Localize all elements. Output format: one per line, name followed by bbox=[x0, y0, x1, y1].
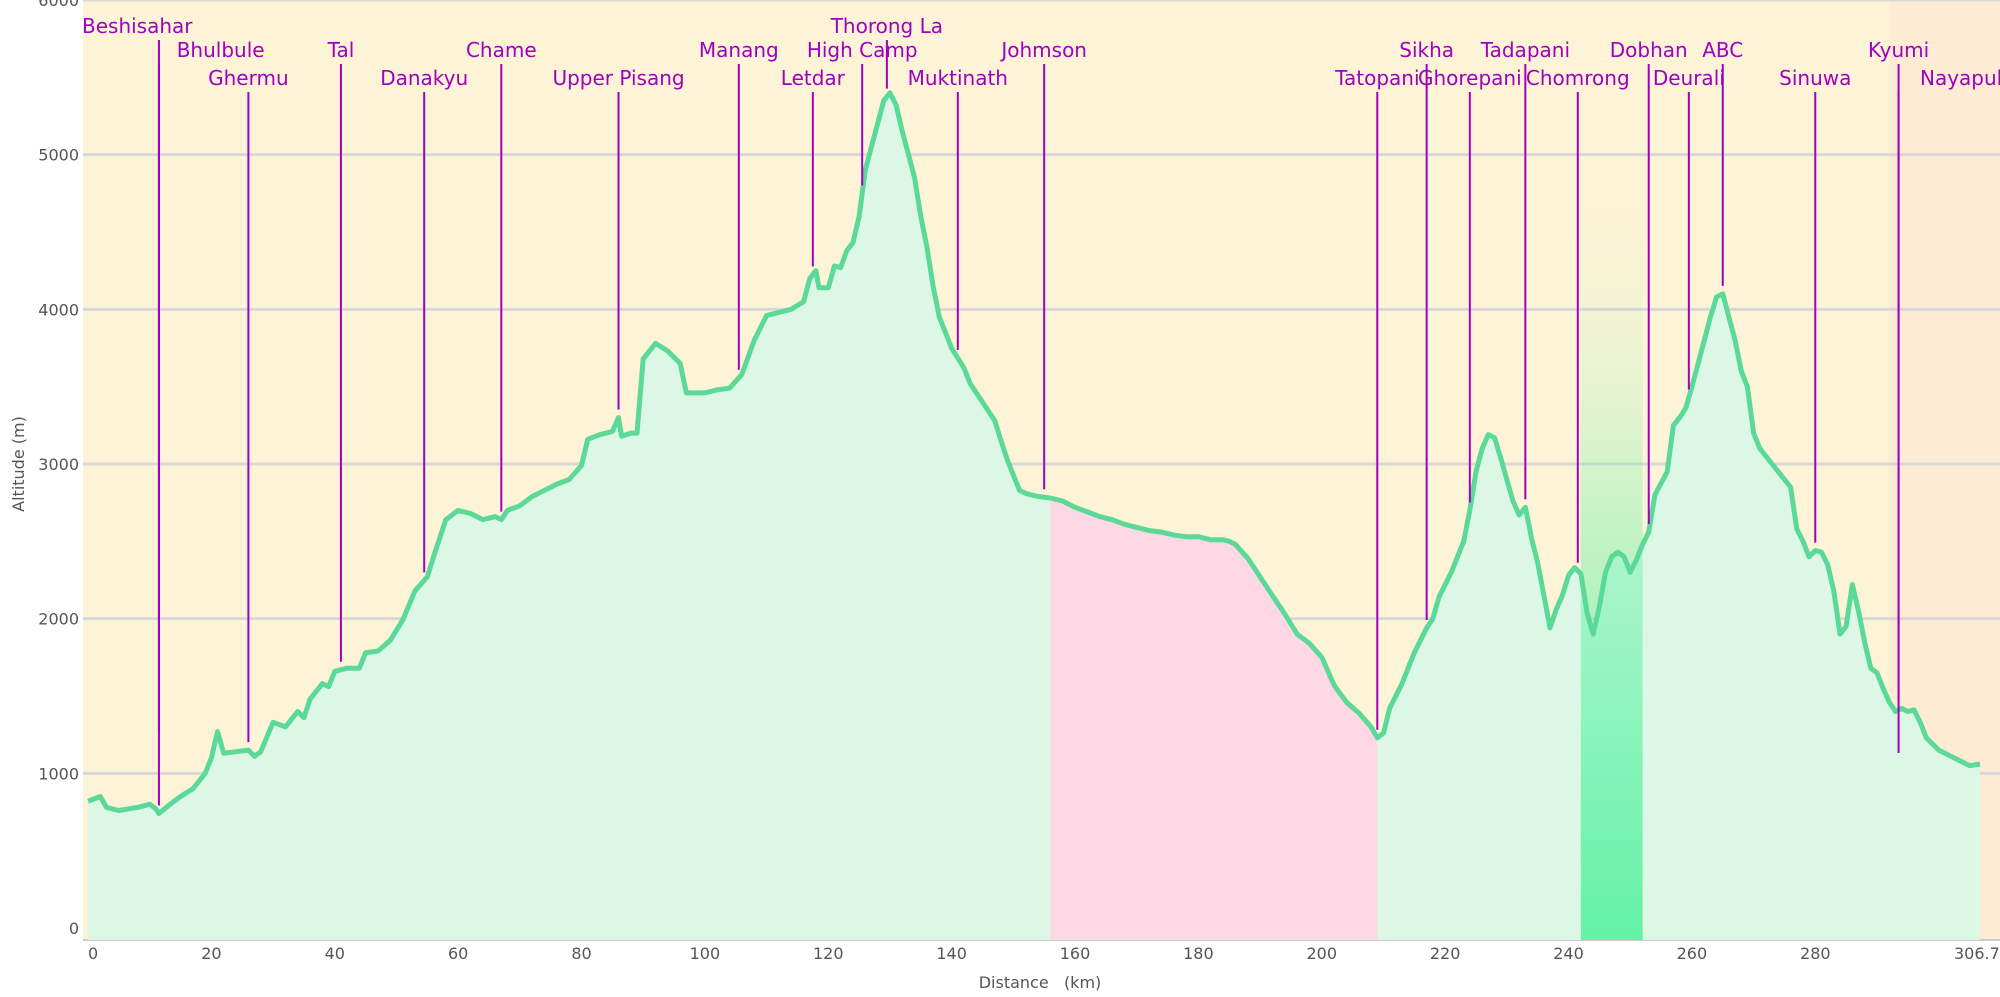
x-tick-label: 140 bbox=[936, 944, 967, 963]
annotation-label: Sinuwa bbox=[1779, 66, 1851, 90]
green-band bbox=[1580, 210, 1643, 940]
x-tick-label: 60 bbox=[448, 944, 468, 963]
y-tick-label: 0 bbox=[69, 919, 79, 938]
pink-band bbox=[1050, 498, 1378, 940]
x-tick-label: 306.7 bbox=[1954, 944, 2000, 963]
annotation-label: Upper Pisang bbox=[552, 66, 684, 90]
annotation-label: Chame bbox=[466, 38, 537, 62]
y-tick-label: 5000 bbox=[38, 146, 79, 165]
annotation-label: Thorong La bbox=[830, 14, 943, 38]
x-tick-label: 0 bbox=[88, 944, 98, 963]
annotation-label: Tal bbox=[327, 38, 355, 62]
annotation-label: Tatopani bbox=[1334, 66, 1419, 90]
annotation-label: Johmson bbox=[999, 38, 1087, 62]
annotation-label: Danakyu bbox=[380, 66, 468, 90]
y-tick-label: 6000 bbox=[38, 0, 79, 10]
annotation-label: Kyumi bbox=[1868, 38, 1929, 62]
annotation-label: Muktinath bbox=[908, 66, 1008, 90]
annotation-label: Sikha bbox=[1399, 38, 1454, 62]
x-tick-label: 220 bbox=[1430, 944, 1461, 963]
y-tick-label: 1000 bbox=[38, 764, 79, 783]
x-tick-label: 120 bbox=[813, 944, 844, 963]
annotation-label: ABC bbox=[1702, 38, 1743, 62]
annotation-label: Chomrong bbox=[1526, 66, 1630, 90]
x-tick-label: 280 bbox=[1800, 944, 1831, 963]
y-tick-label: 4000 bbox=[38, 300, 79, 319]
x-axis-ticks: 0 20 40 60 80 100 120 140 160 180 200 220 240 260 280 3… bbox=[88, 944, 2000, 963]
x-tick-label: 80 bbox=[571, 944, 591, 963]
x-tick-label: 260 bbox=[1677, 944, 1708, 963]
annotation-label: Beshisahar bbox=[82, 14, 193, 38]
annotation-label: Bhulbule bbox=[177, 38, 265, 62]
x-tick-label: 160 bbox=[1060, 944, 1091, 963]
x-axis-title: Distance (km) bbox=[979, 973, 1102, 992]
annotation-label: Ghorepani bbox=[1418, 66, 1522, 90]
x-tick-label: 100 bbox=[690, 944, 721, 963]
annotation-label: Tadapani bbox=[1480, 38, 1570, 62]
y-axis-title: Altitude (m) bbox=[9, 416, 28, 512]
x-tick-label: 20 bbox=[201, 944, 221, 963]
y-axis-ticks: 0 1000 2000 3000 4000 5000 6000 bbox=[38, 0, 79, 938]
elevation-line bbox=[87, 90, 1981, 816]
annotation-label: Manang bbox=[699, 38, 779, 62]
elevation-area bbox=[88, 92, 1980, 941]
x-tick-label: 40 bbox=[325, 944, 345, 963]
x-tick-label: 200 bbox=[1307, 944, 1338, 963]
x-tick-label: 240 bbox=[1553, 944, 1584, 963]
annotation-label: Letdar bbox=[781, 66, 846, 90]
highlight-band-overlays bbox=[1050, 210, 1643, 940]
y-tick-label: 3000 bbox=[38, 455, 79, 474]
annotation-label: Dobhan bbox=[1610, 38, 1688, 62]
y-tick-label: 2000 bbox=[38, 610, 79, 629]
annotation-label: Ghermu bbox=[208, 66, 289, 90]
annotation-label: High Camp bbox=[807, 38, 918, 62]
annotation-label: Deurali bbox=[1653, 66, 1725, 90]
annotation-label: Nayapul bbox=[1920, 66, 2000, 90]
x-tick-label: 180 bbox=[1183, 944, 1214, 963]
